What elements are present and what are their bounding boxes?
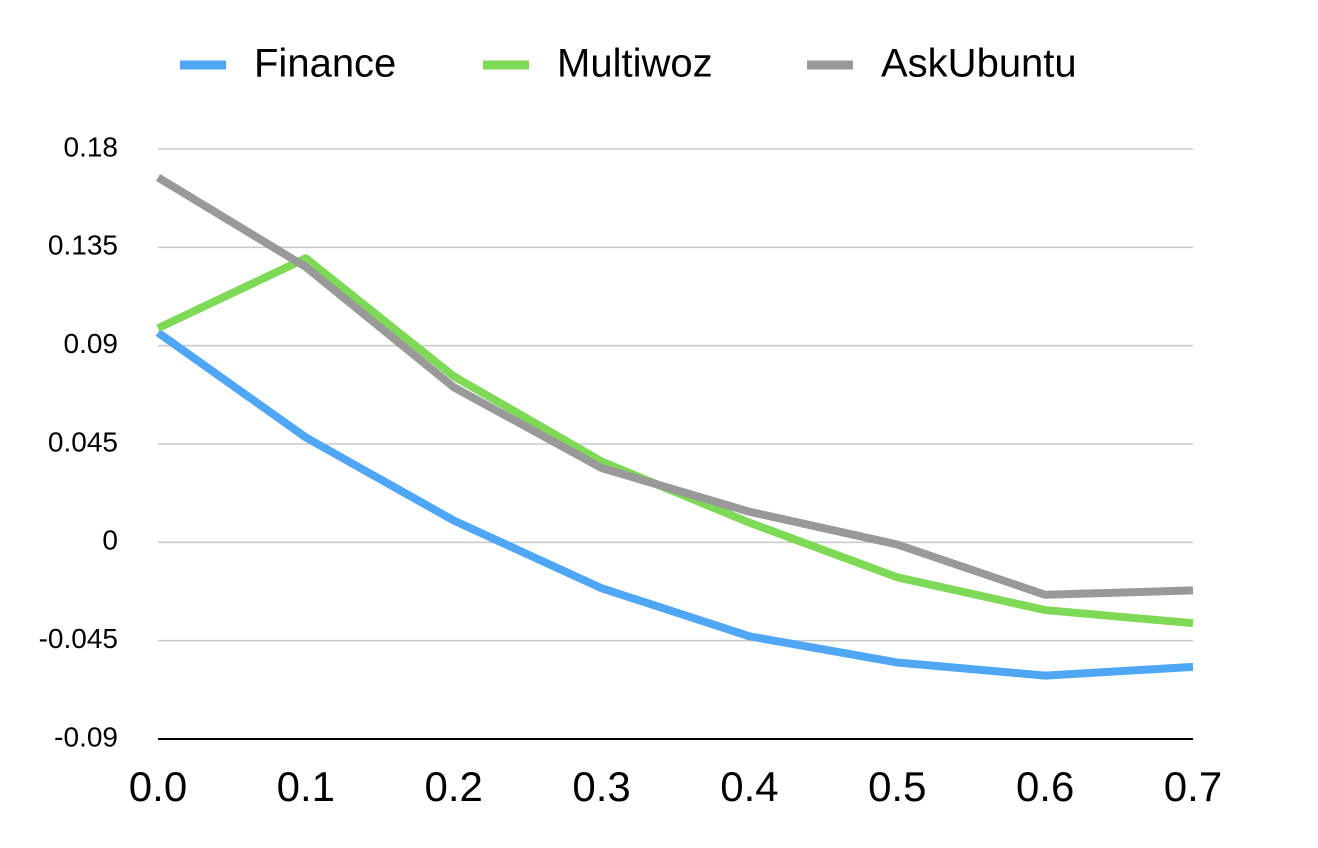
x-tick-label: 0.1	[277, 763, 335, 810]
y-tick-label: 0.135	[48, 230, 118, 261]
legend-label: AskUbuntu	[881, 42, 1077, 86]
y-tick-label: 0	[102, 525, 118, 556]
y-tick-label: -0.09	[54, 721, 118, 752]
y-tick-label: 0.18	[64, 131, 119, 162]
x-tick-label: 0.3	[572, 763, 630, 810]
x-tick-label: 0.7	[1164, 763, 1222, 810]
x-tick-label: 0.5	[868, 763, 926, 810]
x-tick-label: 0.2	[425, 763, 483, 810]
y-tick-label: 0.09	[64, 328, 119, 359]
legend-label: Finance	[254, 42, 396, 86]
series-line	[155, 173, 1194, 599]
legend-label: Multiwoz	[557, 42, 713, 86]
x-tick-label: 0.4	[720, 763, 778, 810]
series-line	[155, 329, 1194, 680]
x-tick-label: 0.6	[1016, 763, 1074, 810]
x-tick-label: 0.0	[129, 763, 187, 810]
y-tick-label: 0.045	[48, 426, 118, 457]
y-tick-label: -0.045	[39, 623, 118, 654]
